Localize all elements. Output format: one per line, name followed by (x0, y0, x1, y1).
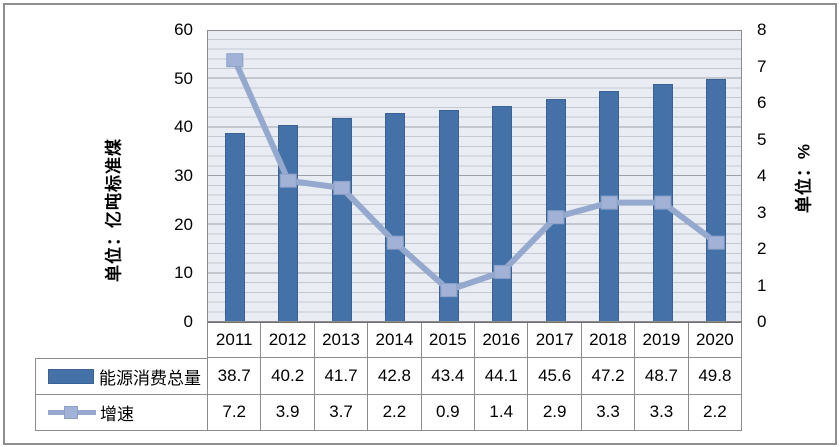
table-value-能源消费总量-2013: 41.7 (314, 358, 369, 395)
line-marker-2016 (493, 264, 511, 279)
table-value-能源消费总量-2019: 48.7 (635, 358, 689, 395)
table-value-能源消费总量-2018: 47.2 (581, 358, 636, 395)
table-row-consumption: 能源消费总量 38.7 40.2 41.7 42.8 43.4 44.1 45.6 47.2 48… (36, 358, 743, 395)
line-marker-2012 (279, 173, 297, 188)
tick-right-label: 8 (757, 20, 767, 39)
bar-2011 (224, 132, 245, 321)
left-axis-title: 单位：亿吨标准煤 (104, 138, 124, 282)
bar-2020 (706, 78, 727, 321)
table-value-增速-2020: 2.2 (688, 394, 743, 431)
line-layer (226, 53, 725, 298)
line-marker-2011 (226, 53, 244, 68)
series-name: 能源消费总量 (99, 368, 201, 388)
tick-left-label: 0 (183, 312, 193, 331)
tick-left-label: 10 (174, 263, 193, 283)
bar-legend-swatch-icon (48, 368, 94, 384)
growth-line (232, 58, 719, 294)
x-axis-label-2011: 2011 (208, 323, 262, 357)
x-axis-label-2017: 2017 (528, 323, 582, 357)
tick-left-label: 50 (174, 68, 193, 88)
tick-left-label: 40 (174, 117, 193, 137)
bar-2015 (438, 109, 459, 321)
table-value-增速-2013: 3.7 (314, 394, 369, 431)
x-axis-label-2015: 2015 (422, 323, 476, 357)
table-value-增速-2019: 3.3 (635, 394, 689, 431)
bar-2013 (331, 118, 352, 321)
tick-right-label: 0 (757, 312, 767, 331)
table-row-growth: 增速 7.2 3.9 3.7 2.2 0.9 1.4 2.9 3.3 3.3 2.2 (36, 394, 743, 431)
x-axis-label-2018: 2018 (582, 323, 636, 357)
line-legend-swatch-icon (48, 404, 96, 420)
tick-right-label: 6 (757, 93, 767, 112)
bar-2017 (545, 99, 566, 321)
table-value-增速-2012: 3.9 (261, 394, 315, 431)
tick-right-label: 2 (757, 239, 767, 258)
tick-right-label: 1 (757, 275, 767, 295)
table-value-增速-2011: 7.2 (208, 394, 262, 431)
tick-left-label: 20 (174, 214, 193, 234)
line-marker-2018 (600, 195, 618, 210)
table-value-能源消费总量-2020: 49.8 (688, 358, 743, 395)
table-value-能源消费总量-2012: 40.2 (261, 358, 315, 395)
x-axis-label-2019: 2019 (635, 323, 689, 357)
table-value-增速-2017: 2.9 (528, 394, 582, 431)
line-marker-2017 (547, 210, 565, 225)
tick-right-label: 3 (757, 202, 767, 222)
x-axis-label-2020: 2020 (695, 330, 734, 349)
tick-left-label: 60 (174, 20, 193, 39)
table-value-增速-2015: 0.9 (421, 394, 476, 431)
table-value-增速-2016: 1.4 (475, 394, 529, 431)
data-table: 能源消费总量 38.7 40.2 41.7 42.8 43.4 44.1 45.6 47.2 48… (35, 358, 743, 431)
x-axis-label-2014: 2014 (368, 323, 422, 357)
tick-right-label: 4 (757, 166, 767, 185)
tick-right-label: 5 (757, 129, 767, 149)
table-value-能源消费总量-2015: 43.4 (421, 358, 476, 395)
x-axis-category-row: 2011 2012 2013 2014 2015 2016 2017 2018 2019 2020 (207, 322, 742, 358)
tick-right-label: 7 (757, 56, 767, 76)
line-marker-2015 (440, 283, 458, 298)
tick-left-label: 30 (174, 166, 193, 185)
line-marker-2014 (386, 235, 404, 250)
table-value-增速-2018: 3.3 (581, 394, 636, 431)
x-axis-label-2012: 2012 (261, 323, 315, 357)
series-name: 增速 (100, 404, 134, 424)
table-value-增速-2014: 2.2 (368, 394, 422, 431)
line-marker-2013 (333, 180, 351, 195)
plot-area (207, 30, 742, 322)
right-axis-title: 单位：% (794, 142, 814, 214)
legend-bar-label: 能源消费总量 (36, 358, 208, 395)
table-value-能源消费总量-2017: 45.6 (528, 358, 582, 395)
table-value-能源消费总量-2011: 38.7 (208, 358, 262, 395)
bar-2014 (385, 112, 406, 321)
x-axis-label-2013: 2013 (315, 323, 369, 357)
table-value-能源消费总量-2016: 44.1 (475, 358, 529, 395)
table-value-能源消费总量-2014: 42.8 (368, 358, 422, 395)
legend-line-label: 增速 (36, 394, 208, 431)
x-axis-label-2016: 2016 (475, 323, 529, 357)
line-marker-2020 (707, 235, 725, 250)
line-marker-2019 (654, 195, 672, 210)
